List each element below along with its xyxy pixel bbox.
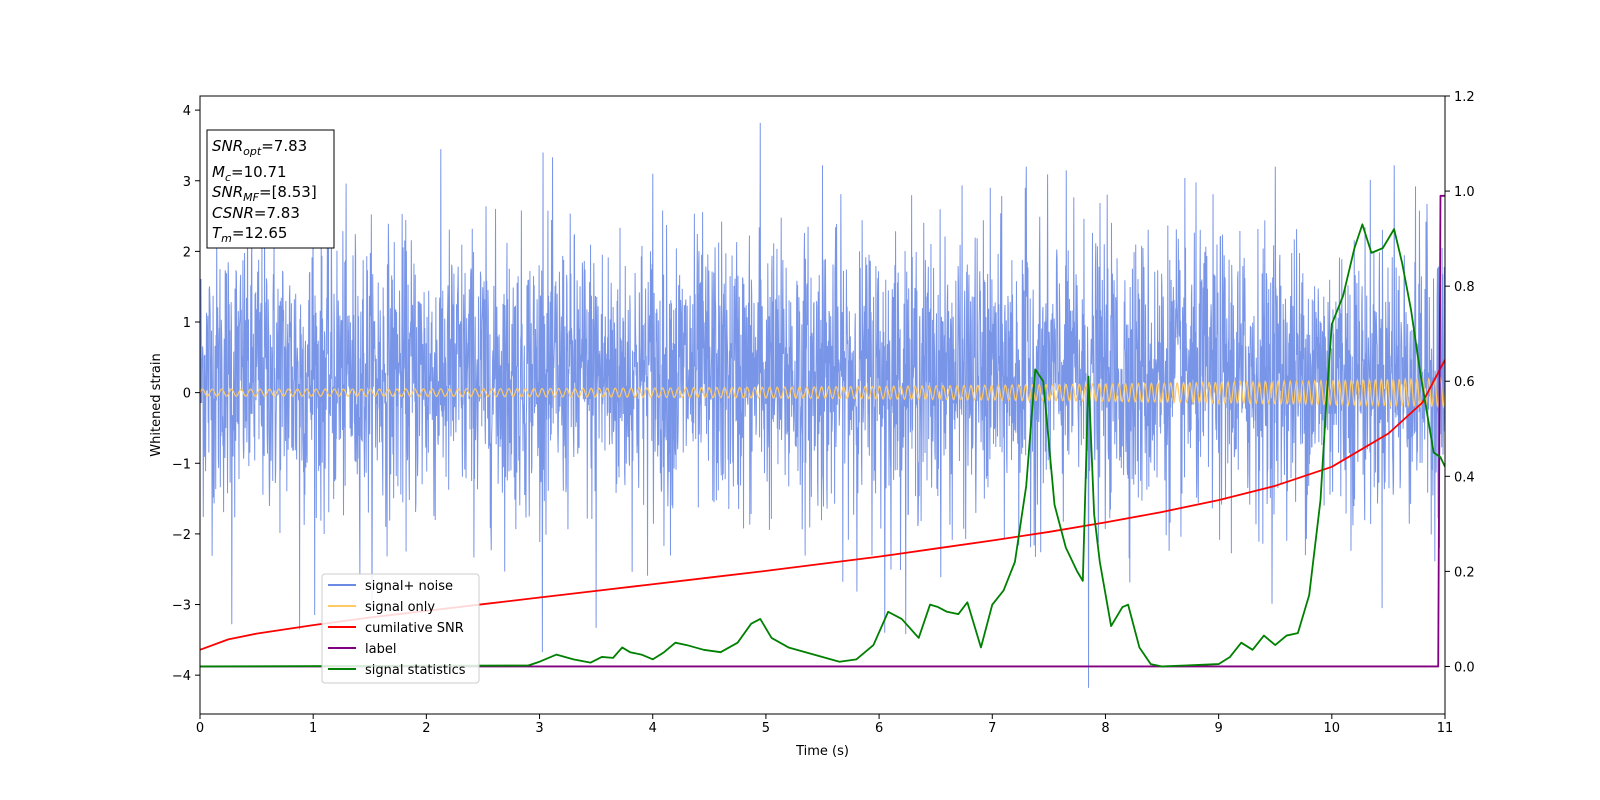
y-left-tick-label: −2 bbox=[172, 528, 191, 543]
x-axis-label: Time (s) bbox=[795, 744, 849, 759]
series-label bbox=[200, 194, 1445, 668]
x-tick-label: 9 bbox=[1214, 721, 1222, 736]
y-right-tick-label: 0.8 bbox=[1454, 280, 1475, 295]
series-signal-noise bbox=[200, 122, 1445, 688]
x-tick-label: 4 bbox=[649, 721, 657, 736]
y-axis-label: Whitened strain bbox=[149, 353, 164, 456]
x-tick-label: 11 bbox=[1437, 721, 1454, 736]
y-right-tick-label: 1.0 bbox=[1454, 185, 1475, 200]
annotation-snr-opt: SNRopt=7.83 bbox=[212, 137, 307, 158]
annotation-csnr: CSNR=7.83 bbox=[212, 204, 300, 222]
annotation-box: SNRopt=7.83 Mc=10.71 SNRMF=[8.53] CSNR=7… bbox=[206, 129, 335, 249]
y-right-tick-label: 0.6 bbox=[1454, 375, 1475, 390]
annotation-snr-mf: SNRMF=[8.53] bbox=[212, 183, 317, 204]
x-tick-label: 7 bbox=[988, 721, 996, 736]
y-left-tick-label: 0 bbox=[183, 387, 191, 402]
y-right-tick-label: 1.2 bbox=[1454, 90, 1475, 105]
legend: signal+ noise signal only cumilative SNR… bbox=[321, 573, 480, 684]
legend-label-signal-only: signal only bbox=[365, 600, 435, 615]
x-tick-label: 5 bbox=[762, 721, 770, 736]
y-right-tick-label: 0.4 bbox=[1454, 470, 1475, 485]
x-tick-label: 1 bbox=[309, 721, 317, 736]
y-right-tick-label: 0.2 bbox=[1454, 565, 1475, 580]
series-signal-statistics bbox=[200, 223, 1445, 668]
legend-label-signal-statistics: signal statistics bbox=[365, 663, 466, 678]
legend-frame bbox=[321, 573, 480, 684]
y-left-tick-label: 2 bbox=[183, 245, 191, 260]
annotation-tm: Tm=12.65 bbox=[212, 224, 287, 245]
x-tick-label: 6 bbox=[875, 721, 883, 736]
y-left-tick-label: 3 bbox=[183, 175, 191, 190]
x-tick-label: 8 bbox=[1101, 721, 1109, 736]
series-signal-only bbox=[200, 376, 1445, 410]
y-right-tick-label: 0.0 bbox=[1454, 660, 1475, 675]
axes-layer: 0 1 2 3 4 5 6 7 8 9 10 11 −4 −3 −2 −1 0 1 2 3 4 0.0 0.2 0.4 0.6 0… bbox=[172, 90, 1475, 736]
y-left-tick-label: −4 bbox=[172, 669, 191, 684]
legend-label-signal-noise: signal+ noise bbox=[365, 579, 453, 594]
y-left-tick-label: 4 bbox=[183, 104, 191, 119]
y-left-tick-label: −1 bbox=[172, 457, 191, 472]
legend-label-label: label bbox=[365, 642, 396, 657]
legend-label-cumulative-snr: cumilative SNR bbox=[365, 621, 464, 636]
annotation-chirp-mass: Mc=10.71 bbox=[212, 163, 287, 184]
x-tick-label: 2 bbox=[422, 721, 430, 736]
x-tick-label: 3 bbox=[535, 721, 543, 736]
x-tick-label: 0 bbox=[196, 721, 204, 736]
x-tick-label: 10 bbox=[1324, 721, 1341, 736]
plot-frame bbox=[199, 95, 1446, 715]
y-left-tick-label: −3 bbox=[172, 599, 191, 614]
y-left-tick-label: 1 bbox=[183, 316, 191, 331]
